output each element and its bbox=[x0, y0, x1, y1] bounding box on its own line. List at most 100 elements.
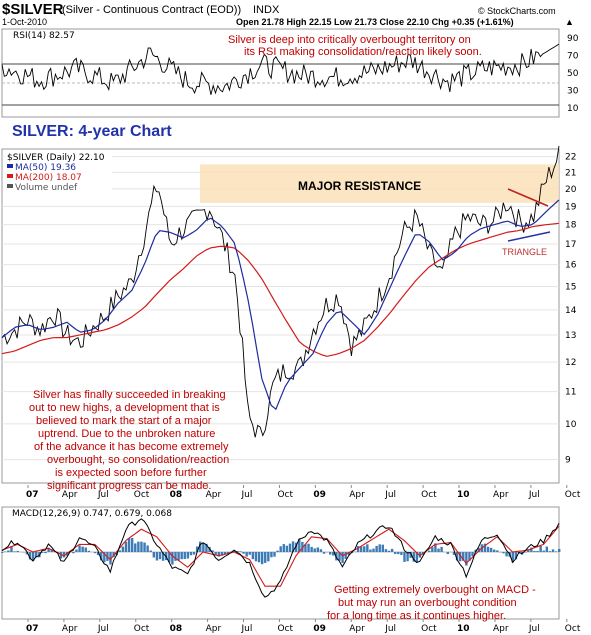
price-x-axis: 07 Apr Jul Oct 08 Apr Jul Oct 09 Apr Jul Oct 10 Apr Ju… bbox=[26, 485, 581, 500]
macd-histogram-bar bbox=[313, 548, 316, 552]
macd-histogram-bar bbox=[335, 552, 338, 561]
macd-histogram-bar bbox=[134, 543, 137, 552]
x-tick-label: 08 bbox=[170, 624, 183, 634]
macd-histogram-bar bbox=[223, 552, 227, 555]
x-tick-label: Oct bbox=[565, 624, 581, 634]
macd-histogram-bar bbox=[254, 552, 258, 562]
x-tick-label: 07 bbox=[26, 624, 39, 634]
macd-histogram-bar bbox=[554, 551, 558, 552]
macd-histogram-bar bbox=[267, 552, 270, 562]
triangle-lower-line bbox=[507, 231, 551, 242]
macd-histogram-bar bbox=[493, 549, 496, 552]
x-tick-label: Oct bbox=[134, 624, 150, 634]
rsi-legend: RSI(14) 82.57 bbox=[13, 31, 75, 41]
triangle-upper-line bbox=[507, 188, 549, 207]
macd-histogram-bar bbox=[143, 542, 146, 552]
macd-histogram-bar bbox=[288, 543, 292, 552]
macd-histogram-bar bbox=[539, 545, 542, 552]
macd-histogram-bar bbox=[270, 552, 273, 558]
volume-legend-swatch bbox=[7, 184, 13, 188]
macd-histogram-bar bbox=[174, 552, 177, 561]
macd-histogram-bar bbox=[366, 544, 369, 552]
price-tick-label: 17 bbox=[565, 240, 576, 250]
macd-histogram-bar bbox=[35, 552, 38, 558]
macd-histogram-bar bbox=[195, 546, 199, 552]
rsi-tick-label: 10 bbox=[567, 104, 579, 114]
macd-histogram-bar bbox=[329, 552, 332, 555]
x-tick-label: Apr bbox=[349, 624, 365, 634]
x-tick-label: Oct bbox=[277, 490, 293, 500]
x-tick-label: Oct bbox=[134, 490, 150, 500]
macd-histogram-bar bbox=[276, 550, 279, 552]
rsi-panel: RSI(14) 82.57 10 30 50 70 90 Silver is deep … bbox=[1, 28, 579, 118]
macd-histogram-bar bbox=[177, 552, 180, 561]
macd-histogram-bar bbox=[359, 546, 363, 552]
main-note: Silver has finally succeeded in breaking… bbox=[29, 389, 229, 492]
macd-panel: MACD(12,26,9) 0.747, 0.679, 0.068 Gettin… bbox=[1, 506, 561, 622]
macd-histogram-bar bbox=[338, 552, 341, 561]
header-exchange: INDX bbox=[253, 4, 280, 16]
macd-histogram-bar bbox=[372, 548, 375, 552]
macd-histogram-bar bbox=[109, 552, 112, 565]
macd-histogram-bar bbox=[13, 551, 16, 552]
macd-histogram-bar bbox=[47, 547, 50, 552]
main-note-line-6: overbought, so consolidation/reaction bbox=[47, 454, 229, 466]
macd-histogram-bar bbox=[205, 543, 208, 552]
macd-line bbox=[1, 518, 560, 598]
macd-histogram-bar bbox=[264, 552, 267, 563]
price-tick-label: 10 bbox=[565, 420, 577, 430]
macd-histogram-bar bbox=[199, 541, 202, 552]
main-note-line-7: is expected soon before further bbox=[55, 467, 207, 479]
macd-histogram-bar bbox=[505, 552, 508, 557]
macd-histogram-bar bbox=[183, 552, 186, 559]
macd-histogram-bar bbox=[75, 549, 78, 552]
macd-histogram-bar bbox=[301, 541, 304, 552]
macd-histogram-bar bbox=[168, 552, 171, 563]
macd-histogram-bar bbox=[496, 550, 499, 552]
macd-histogram-bar bbox=[127, 538, 131, 552]
price-legend-title: $SILVER (Daily) 22.10 bbox=[7, 153, 105, 163]
macd-histogram-bar bbox=[462, 552, 465, 561]
macd-histogram-bar bbox=[161, 552, 165, 561]
macd-histogram-bar bbox=[236, 550, 239, 552]
x-tick-label: Jul bbox=[528, 624, 540, 634]
volume-legend: Volume undef bbox=[15, 183, 78, 193]
macd-histogram-bar bbox=[226, 552, 230, 554]
macd-histogram-bar bbox=[211, 550, 214, 552]
macd-histogram-bar bbox=[542, 550, 545, 552]
rsi-y-axis: 10 30 50 70 90 bbox=[567, 34, 579, 114]
quote-up-arrow-icon: ▲ bbox=[565, 17, 574, 27]
macd-histogram-bar bbox=[434, 543, 437, 552]
macd-histogram-bar bbox=[455, 552, 459, 561]
rsi-tick-label: 90 bbox=[567, 34, 579, 44]
macd-histogram-bar bbox=[260, 552, 264, 565]
price-tick-label: 19 bbox=[565, 202, 577, 212]
macd-histogram-bar bbox=[304, 544, 307, 552]
macd-histogram-bar bbox=[282, 544, 285, 552]
macd-histogram-bar bbox=[523, 552, 527, 553]
ma50-line bbox=[1, 199, 560, 411]
price-tick-label: 22 bbox=[565, 153, 576, 163]
macd-histogram-bar bbox=[384, 549, 388, 552]
macd-histogram-bar bbox=[298, 539, 301, 552]
rsi-note-line-2: its RSI making consolidation/reaction li… bbox=[244, 46, 482, 58]
price-panel: MAJOR RESISTANCE TRIANGLE $SILVER (Daily… bbox=[1, 145, 577, 492]
macd-histogram-bar bbox=[100, 552, 103, 561]
ma50-legend-swatch bbox=[7, 164, 13, 168]
macd-histogram-bar bbox=[214, 552, 217, 555]
macd-histogram-bar bbox=[7, 550, 10, 552]
macd-histogram-bar bbox=[316, 547, 320, 552]
macd-histogram-bar bbox=[96, 552, 100, 556]
macd-note-line-2: but may run an overbought condition bbox=[338, 597, 517, 609]
x-tick-label: Jul bbox=[528, 490, 540, 500]
macd-histogram-bar bbox=[121, 546, 125, 552]
header-date: 1-Oct-2010 bbox=[2, 17, 47, 27]
macd-histogram-bar bbox=[103, 552, 106, 563]
price-tick-label: 13 bbox=[565, 331, 576, 341]
macd-histogram-bar bbox=[468, 552, 471, 561]
macd-histogram-bar bbox=[533, 550, 536, 552]
x-tick-label: 09 bbox=[313, 624, 326, 634]
macd-histogram-bar bbox=[489, 547, 493, 552]
rsi-tick-label: 70 bbox=[567, 51, 579, 61]
price-tick-label: 21 bbox=[565, 168, 576, 178]
